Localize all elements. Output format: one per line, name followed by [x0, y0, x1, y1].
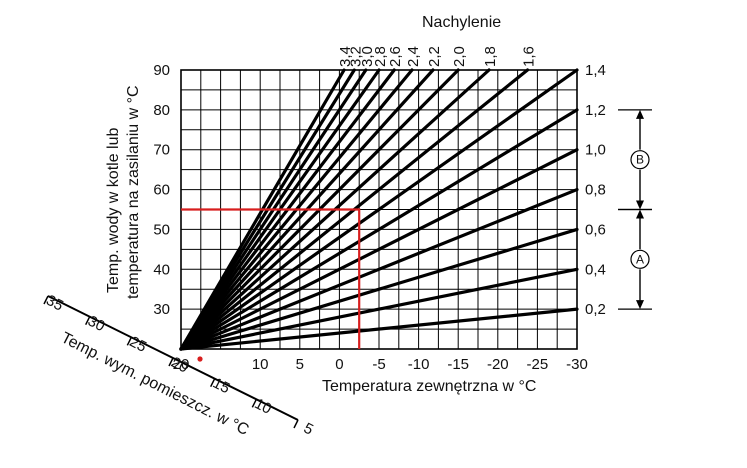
- slope-label: 1,4: [585, 62, 606, 79]
- chart-title: Nachylenie: [422, 14, 501, 31]
- x-tick-label: 10: [252, 356, 269, 373]
- heating-curve-line: [179, 148, 579, 351]
- y-tick-label: 80: [153, 102, 170, 119]
- room-tick-mark: [168, 357, 174, 367]
- tick-labels: 20 10 5 0 -5 -10 -15 -20 -25 -3030405060708090353…: [43, 62, 588, 439]
- slope-label: 3,2: [347, 46, 364, 67]
- y-tick-label: 30: [153, 301, 170, 318]
- y-tick-label: 40: [153, 261, 170, 278]
- slope-label: 1,2: [585, 102, 606, 119]
- y-tick-label: 90: [153, 62, 170, 79]
- slope-label: 2,2: [426, 46, 443, 67]
- room-tick-mark: [43, 295, 49, 305]
- slope-label: 0,6: [585, 221, 606, 238]
- range-arrowhead-down: [636, 300, 644, 310]
- room-tick-mark: [209, 378, 216, 388]
- slope-label: 3,0: [359, 46, 376, 67]
- slope-label: 1,6: [521, 46, 538, 67]
- range-badge-label: B: [636, 153, 644, 167]
- slope-label: 2,0: [451, 46, 468, 67]
- slope-label: 1,0: [585, 142, 606, 159]
- room-tick-mark: [84, 316, 91, 326]
- range-arrowhead-up: [636, 109, 644, 119]
- y-axis-title-line1: Temp. wody w kotle lub: [105, 127, 122, 293]
- range-badge-label: A: [636, 252, 644, 266]
- heating-curve-line: [179, 307, 579, 351]
- slope-label: 2,4: [405, 46, 422, 67]
- range-arrowhead-down: [636, 200, 644, 210]
- x-tick-label: -15: [447, 356, 469, 373]
- slope-label: 2,6: [387, 46, 404, 67]
- x-tick-label: -30: [566, 356, 588, 373]
- room-temp-marker: [197, 356, 203, 362]
- example-reading: [181, 208, 361, 349]
- room-tick-mark: [251, 398, 258, 408]
- y-axis-title-line2: temperatura na zasilaniu w °C: [125, 85, 142, 299]
- slope-label: 0,2: [585, 301, 606, 318]
- slope-label: 0,8: [585, 182, 606, 199]
- y-tick-label: 50: [153, 221, 170, 238]
- x-tick-label: -20: [487, 356, 509, 373]
- slope-label: 2,8: [372, 46, 389, 67]
- range-arrowhead-up: [636, 209, 644, 219]
- x-tick-label: -10: [408, 356, 430, 373]
- y-tick-label: 60: [153, 182, 170, 199]
- slope-labels: 3,43,23,02,82,6 2,4 2,2 2,0 1,8 1,6 1,4 1,2 1,0 0…: [337, 46, 606, 318]
- room-tick-mark: [126, 336, 133, 346]
- slope-label: 0,4: [585, 261, 606, 278]
- room-tick-label: 30: [85, 313, 108, 336]
- heating-curve-line: [179, 267, 579, 351]
- heating-curve-line: [179, 227, 579, 351]
- example-reading-line: [181, 208, 361, 349]
- slope-label: 1,8: [482, 46, 499, 67]
- x-tick-label: -5: [372, 356, 385, 373]
- room-tick-label: 5: [301, 420, 316, 439]
- range-markers: BA: [618, 109, 652, 310]
- room-tick-label: 35: [43, 292, 66, 315]
- x-tick-label: 5: [296, 356, 304, 373]
- slope-label: 3,4: [337, 46, 354, 67]
- heating-curve-line: [179, 187, 579, 351]
- y-tick-label: 70: [153, 142, 170, 159]
- x-tick-label: 0: [335, 356, 343, 373]
- room-tick-label: 20: [168, 354, 191, 377]
- room-tick-label: 15: [210, 375, 233, 398]
- heating-curve-line: [179, 108, 579, 351]
- range-badge-circle: [630, 249, 650, 269]
- x-axis-title: Temperatura zewnętrzna w °C: [322, 378, 536, 395]
- heating-curve-line: [179, 68, 579, 351]
- room-tick-mark: [293, 419, 299, 429]
- x-tick-label: -25: [527, 356, 549, 373]
- room-tick-label: 25: [127, 333, 150, 356]
- range-badge-circle: [630, 150, 650, 170]
- room-tick-label: 10: [252, 395, 275, 418]
